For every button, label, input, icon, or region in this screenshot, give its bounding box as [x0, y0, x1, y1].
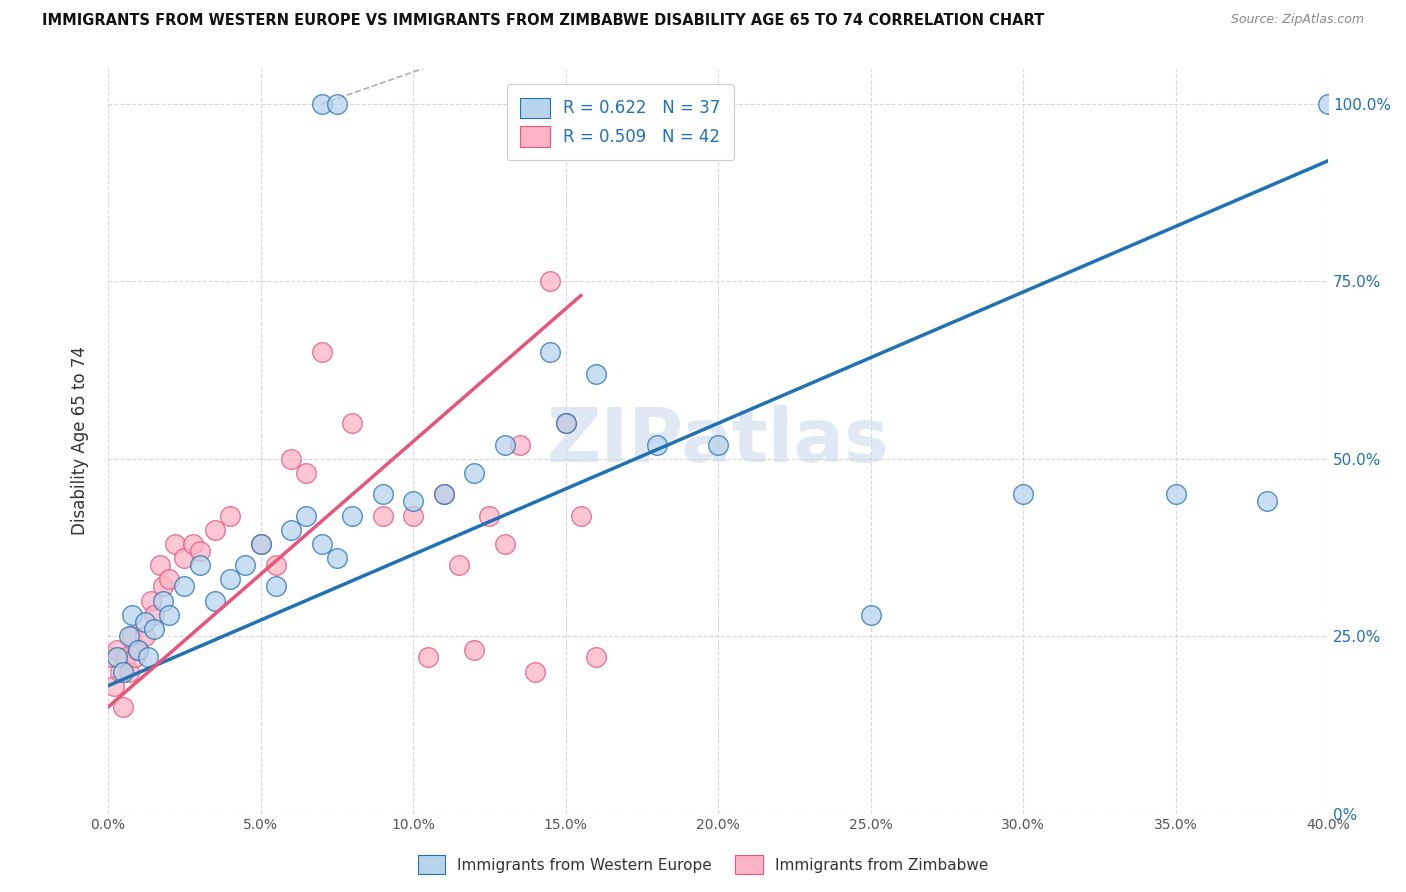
Point	[340, 417, 363, 431]
Text: ZIPatlas: ZIPatlas	[547, 405, 890, 477]
Point	[340, 508, 363, 523]
Point	[585, 650, 607, 665]
Point	[134, 629, 156, 643]
Point	[118, 629, 141, 643]
Point	[152, 579, 174, 593]
Point	[219, 573, 242, 587]
Point	[204, 523, 226, 537]
Point	[494, 537, 516, 551]
Point	[707, 437, 730, 451]
Point	[188, 544, 211, 558]
Point	[149, 558, 172, 573]
Point	[188, 558, 211, 573]
Text: Source: ZipAtlas.com: Source: ZipAtlas.com	[1230, 13, 1364, 27]
Point	[157, 607, 180, 622]
Point	[311, 97, 333, 112]
Point	[280, 451, 302, 466]
Point	[447, 558, 470, 573]
Point	[219, 508, 242, 523]
Point	[418, 650, 440, 665]
Point	[280, 523, 302, 537]
Point	[1256, 494, 1278, 508]
Point	[264, 579, 287, 593]
Point	[249, 537, 271, 551]
Point	[402, 494, 425, 508]
Point	[859, 607, 882, 622]
Point	[139, 593, 162, 607]
Point	[311, 345, 333, 359]
Point	[152, 593, 174, 607]
Point	[538, 274, 561, 288]
Point	[402, 508, 425, 523]
Point	[326, 97, 349, 112]
Point	[112, 665, 135, 679]
Point	[105, 650, 128, 665]
Point	[173, 551, 195, 566]
Point	[569, 508, 592, 523]
Text: IMMIGRANTS FROM WESTERN EUROPE VS IMMIGRANTS FROM ZIMBABWE DISABILITY AGE 65 TO : IMMIGRANTS FROM WESTERN EUROPE VS IMMIGR…	[42, 13, 1045, 29]
Point	[157, 573, 180, 587]
Point	[494, 437, 516, 451]
Point	[1317, 97, 1340, 112]
Point	[183, 537, 205, 551]
Point	[136, 650, 159, 665]
Point	[173, 579, 195, 593]
Point	[295, 466, 318, 480]
Point	[124, 650, 146, 665]
Point	[204, 593, 226, 607]
Point	[1012, 487, 1035, 501]
Point	[121, 607, 143, 622]
Point	[249, 537, 271, 551]
Point	[326, 551, 349, 566]
Point	[165, 537, 187, 551]
Legend: R = 0.622   N = 37, R = 0.509   N = 42: R = 0.622 N = 37, R = 0.509 N = 42	[506, 85, 734, 160]
Point	[295, 508, 318, 523]
Point	[478, 508, 501, 523]
Point	[128, 643, 150, 657]
Point	[371, 508, 394, 523]
Point	[103, 679, 125, 693]
Point	[134, 615, 156, 629]
Point	[142, 607, 165, 622]
Point	[1164, 487, 1187, 501]
Point	[105, 643, 128, 657]
Point	[371, 487, 394, 501]
Point	[463, 466, 485, 480]
Point	[264, 558, 287, 573]
Point	[554, 417, 576, 431]
Point	[112, 700, 135, 714]
Point	[524, 665, 547, 679]
Point	[509, 437, 531, 451]
Point	[108, 665, 131, 679]
Point	[128, 643, 150, 657]
Y-axis label: Disability Age 65 to 74: Disability Age 65 to 74	[72, 347, 89, 535]
Point	[121, 629, 143, 643]
Legend: Immigrants from Western Europe, Immigrants from Zimbabwe: Immigrants from Western Europe, Immigran…	[412, 849, 994, 880]
Point	[432, 487, 454, 501]
Point	[432, 487, 454, 501]
Point	[538, 345, 561, 359]
Point	[115, 650, 138, 665]
Point	[118, 665, 141, 679]
Point	[645, 437, 668, 451]
Point	[311, 537, 333, 551]
Point	[100, 650, 122, 665]
Point	[463, 643, 485, 657]
Point	[585, 367, 607, 381]
Point	[554, 417, 576, 431]
Point	[142, 622, 165, 636]
Point	[233, 558, 256, 573]
